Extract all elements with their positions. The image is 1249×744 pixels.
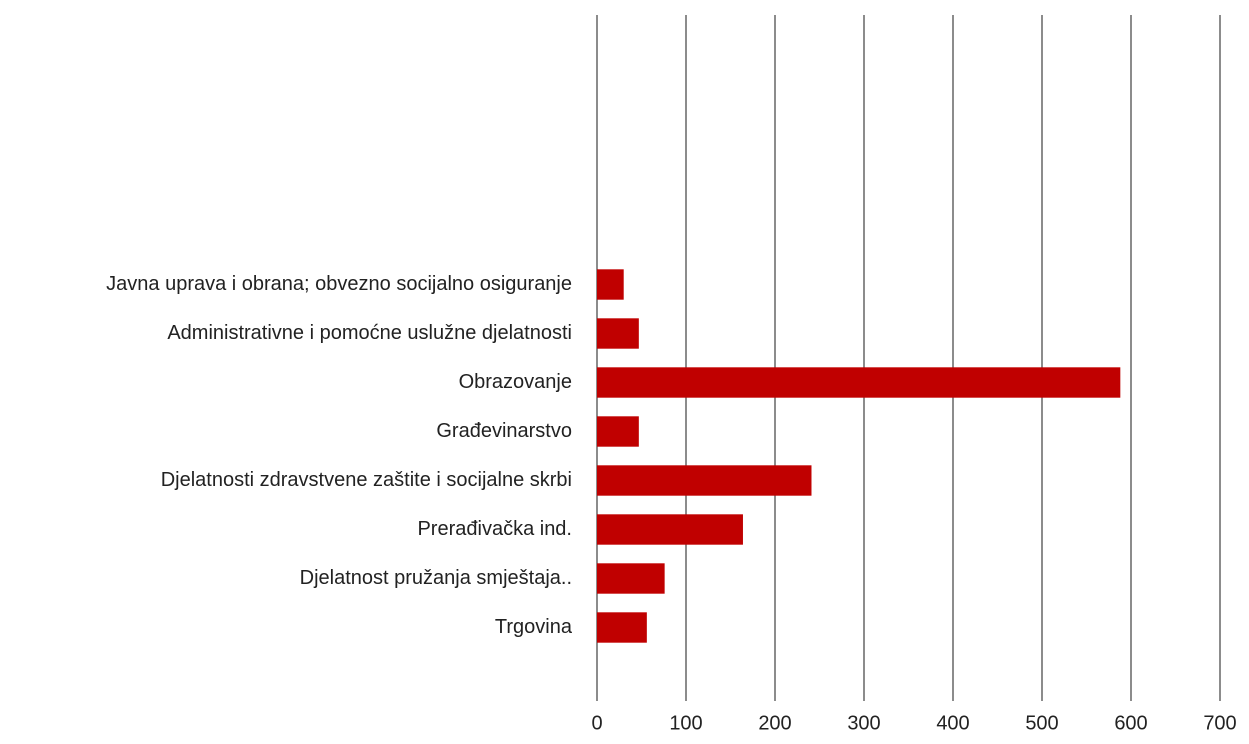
- bar: [597, 563, 665, 594]
- y-tick-label: Obrazovanje: [459, 371, 572, 393]
- bar: [597, 612, 647, 643]
- bar: [597, 416, 639, 447]
- x-tick-label: 500: [1025, 712, 1058, 734]
- bar: [597, 318, 639, 349]
- bar: [597, 367, 1121, 398]
- y-tick-label: Prerađivačka ind.: [417, 518, 572, 540]
- y-tick-label: Građevinarstvo: [436, 420, 572, 442]
- bar: [597, 465, 812, 496]
- y-tick-label: Djelatnosti zdravstvene zaštite i socija…: [161, 469, 572, 491]
- x-tick-label: 700: [1203, 712, 1236, 734]
- y-tick-label: Javna uprava i obrana; obvezno socijalno…: [106, 273, 572, 295]
- y-tick-label: Djelatnost pružanja smještaja..: [300, 567, 572, 589]
- x-tick-label: 300: [847, 712, 880, 734]
- x-tick-label: 600: [1114, 712, 1147, 734]
- x-tick-label: 0: [591, 712, 602, 734]
- x-tick-label: 100: [669, 712, 702, 734]
- bar: [597, 514, 743, 545]
- y-tick-label: Administrativne i pomoćne uslužne djelat…: [167, 322, 572, 344]
- bar: [597, 269, 624, 300]
- x-tick-label: 200: [758, 712, 791, 734]
- x-tick-label: 400: [936, 712, 969, 734]
- y-tick-label: Trgovina: [495, 616, 573, 638]
